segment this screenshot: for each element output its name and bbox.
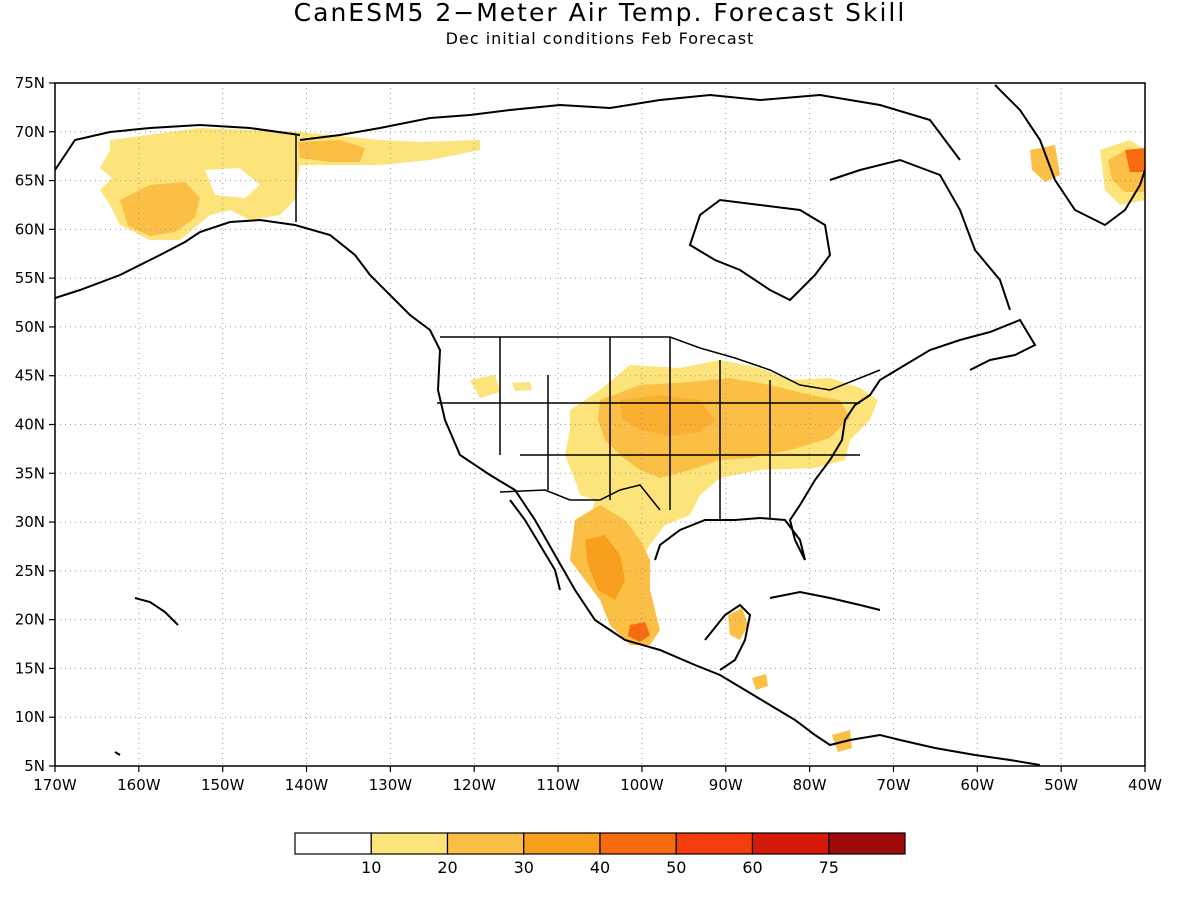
coast-arctic bbox=[299, 93, 961, 161]
coastlines bbox=[55, 84, 1145, 766]
colorbar-label: 75 bbox=[819, 858, 839, 877]
lat-tick-label: 70N bbox=[15, 123, 45, 141]
lon-tick-label: 160W bbox=[117, 776, 161, 794]
coast-north-america bbox=[55, 218, 1041, 766]
lat-tick-label: 65N bbox=[15, 172, 45, 190]
border-us-mexico bbox=[499, 484, 661, 511]
lon-tick-label: 140W bbox=[285, 776, 329, 794]
lon-tick-label: 90W bbox=[709, 776, 743, 794]
lat-tick-label: 50N bbox=[15, 318, 45, 336]
coast-yucatan bbox=[704, 603, 752, 671]
coast-hawaii bbox=[134, 597, 179, 626]
map-title: CanESM5 2−Meter Air Temp. Forecast Skill bbox=[293, 0, 907, 27]
shading-greenland-red bbox=[1125, 148, 1145, 172]
lat-tick-label: 10N bbox=[15, 708, 45, 726]
lat-tick-label: 35N bbox=[15, 464, 45, 482]
lon-tick-label: 170W bbox=[33, 776, 77, 794]
shading-oregon bbox=[470, 375, 500, 398]
coast-hudson-bay bbox=[688, 198, 832, 302]
colorbar-swatch bbox=[446, 832, 525, 855]
lat-tick-label: 20N bbox=[15, 611, 45, 629]
lat-tick-label: 45N bbox=[15, 367, 45, 385]
lon-tick-label: 120W bbox=[452, 776, 496, 794]
coast-gulf bbox=[654, 318, 1037, 561]
skill-shading bbox=[100, 128, 1145, 752]
graticule bbox=[55, 83, 1145, 766]
lat-tick-label: 15N bbox=[15, 659, 45, 677]
colorbar-swatch bbox=[828, 832, 906, 855]
coast-greenland bbox=[994, 84, 1145, 227]
shading-mexico-red bbox=[628, 622, 650, 642]
lon-tick-label: 60W bbox=[960, 776, 994, 794]
coast-cuba bbox=[769, 590, 881, 611]
coast-hawaii-small bbox=[114, 751, 121, 756]
shading-alaska-mid2 bbox=[298, 140, 365, 162]
coast-alaska bbox=[55, 123, 301, 171]
shading-honduras bbox=[752, 674, 768, 690]
colorbar-label: 50 bbox=[666, 858, 686, 877]
coast-labrador bbox=[829, 158, 1011, 311]
lon-tick-label: 100W bbox=[620, 776, 664, 794]
shading-alaska-mid bbox=[120, 182, 200, 236]
colorbar-swatch bbox=[523, 832, 601, 855]
colorbar-swatch bbox=[599, 832, 677, 855]
coast-baja bbox=[509, 499, 561, 591]
colorbar-swatch bbox=[675, 832, 754, 855]
lon-tick-label: 40W bbox=[1128, 776, 1162, 794]
colorbar-swatch bbox=[370, 832, 449, 855]
colorbar-label: 40 bbox=[590, 858, 610, 877]
lat-tick-label: 55N bbox=[15, 269, 45, 287]
lon-tick-label: 130W bbox=[369, 776, 413, 794]
lat-tick-label: 60N bbox=[15, 220, 45, 238]
shading-central-us-dark bbox=[620, 395, 715, 436]
lon-tick-label: 80W bbox=[793, 776, 827, 794]
shading-yucatan bbox=[728, 608, 748, 640]
colorbar-label: 10 bbox=[361, 858, 381, 877]
colorbar-label: 20 bbox=[437, 858, 457, 877]
latitude-axis: 75N 70N 65N 60N 55N 50N 45N 40N 35N 30N 25N 20N 15N 1… bbox=[15, 74, 55, 775]
lat-tick-label: 5N bbox=[24, 757, 45, 775]
lat-tick-label: 75N bbox=[15, 74, 45, 92]
lat-tick-label: 30N bbox=[15, 513, 45, 531]
lon-tick-label: 70W bbox=[877, 776, 911, 794]
shading-mexico-dark bbox=[585, 535, 625, 600]
map-subtitle: Dec initial conditions Feb Forecast bbox=[445, 29, 755, 48]
political-borders bbox=[295, 135, 881, 520]
shading-idaho bbox=[512, 382, 532, 391]
colorbar-swatch bbox=[751, 832, 830, 855]
lat-tick-label: 25N bbox=[15, 562, 45, 580]
lon-tick-label: 150W bbox=[201, 776, 245, 794]
colorbar-label: 30 bbox=[514, 858, 534, 877]
longitude-axis: 170W 160W 150W 140W 130W 120W 110W 100W 90W 80W 70… bbox=[33, 766, 1162, 794]
colorbar-label: 60 bbox=[742, 858, 762, 877]
border-canada-us bbox=[440, 336, 881, 391]
colorbar-swatch bbox=[294, 832, 372, 855]
lon-tick-label: 50W bbox=[1044, 776, 1078, 794]
lon-tick-label: 110W bbox=[536, 776, 580, 794]
shading-alaska-white bbox=[205, 168, 260, 198]
colorbar: 10 20 30 40 50 60 75 bbox=[294, 832, 906, 877]
lat-tick-label: 40N bbox=[15, 416, 45, 434]
